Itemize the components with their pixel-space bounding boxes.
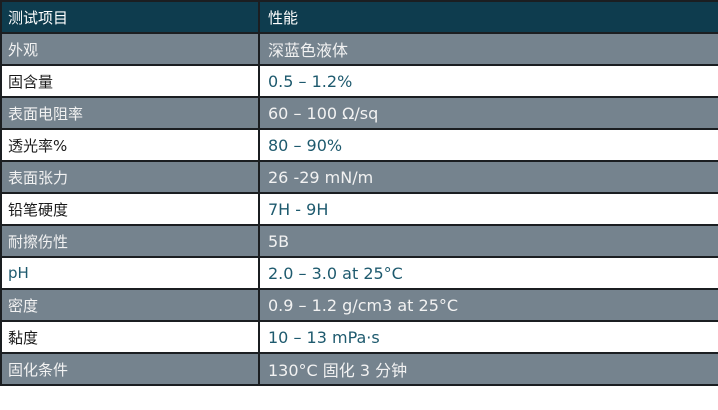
- row-label: 表面电阻率: [0, 96, 260, 130]
- row-value: 60 – 100 Ω/sq: [258, 96, 718, 130]
- table-row: 耐擦伤性 5B: [0, 224, 718, 258]
- table-row: pH 2.0 – 3.0 at 25°C: [0, 256, 718, 290]
- table-row: 固含量 0.5 – 1.2%: [0, 64, 718, 98]
- row-label: 固含量: [0, 64, 260, 98]
- row-value: 深蓝色液体: [258, 32, 718, 66]
- table-row: 外观 深蓝色液体: [0, 32, 718, 66]
- row-label: 透光率%: [0, 128, 260, 162]
- row-label: 表面张力: [0, 160, 260, 194]
- row-value: 2.0 – 3.0 at 25°C: [258, 256, 718, 290]
- spec-table-body: 外观 深蓝色液体 固含量 0.5 – 1.2% 表面电阻率 60 – 100 Ω/sq 透光…: [0, 32, 718, 386]
- row-label: 铅笔硬度: [0, 192, 260, 226]
- row-value: 10 – 13 mPa·s: [258, 320, 718, 354]
- row-label: 固化条件: [0, 352, 260, 386]
- row-value: 7H - 9H: [258, 192, 718, 226]
- header-performance: 性能: [258, 0, 718, 34]
- table-row: 透光率% 80 – 90%: [0, 128, 718, 162]
- table-row: 表面张力 26 -29 mN/m: [0, 160, 718, 194]
- row-label: 密度: [0, 288, 260, 322]
- row-value: 0.9 – 1.2 g/cm3 at 25°C: [258, 288, 718, 322]
- row-value: 130°C 固化 3 分钟: [258, 352, 718, 386]
- table-row: 密度 0.9 – 1.2 g/cm3 at 25°C: [0, 288, 718, 322]
- row-label: 耐擦伤性: [0, 224, 260, 258]
- table-row: 黏度 10 – 13 mPa·s: [0, 320, 718, 354]
- header-row: 测试项目 性能: [0, 0, 718, 34]
- row-label: pH: [0, 256, 260, 290]
- table-row: 固化条件 130°C 固化 3 分钟: [0, 352, 718, 386]
- row-value: 80 – 90%: [258, 128, 718, 162]
- row-label: 外观: [0, 32, 260, 66]
- row-value: 0.5 – 1.2%: [258, 64, 718, 98]
- row-label: 黏度: [0, 320, 260, 354]
- row-value: 26 -29 mN/m: [258, 160, 718, 194]
- row-value: 5B: [258, 224, 718, 258]
- table-row: 铅笔硬度 7H - 9H: [0, 192, 718, 226]
- spec-table: 测试项目 性能 外观 深蓝色液体 固含量 0.5 – 1.2% 表面电阻率 60 – 10…: [0, 0, 718, 386]
- header-test-item: 测试项目: [0, 0, 260, 34]
- table-row: 表面电阻率 60 – 100 Ω/sq: [0, 96, 718, 130]
